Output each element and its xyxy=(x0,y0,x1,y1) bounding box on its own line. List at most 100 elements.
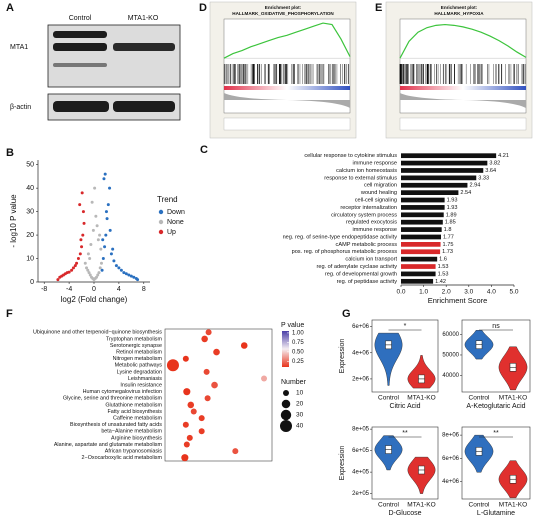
point xyxy=(78,203,82,207)
category-label: Glutathione metabolism xyxy=(105,402,162,408)
violin xyxy=(407,355,436,389)
point xyxy=(119,268,123,272)
point xyxy=(86,252,90,256)
category-label: calcium ion homeostasis xyxy=(336,168,397,174)
bar xyxy=(401,249,441,255)
point xyxy=(93,186,97,190)
point xyxy=(117,266,121,270)
size-legend-marker xyxy=(281,399,291,409)
y-tick-label: 4e+06 xyxy=(442,479,460,485)
es-curve xyxy=(399,23,527,59)
point xyxy=(95,224,99,228)
value-label: 1.8 xyxy=(444,227,452,233)
point xyxy=(87,271,91,275)
category-label: cell-cell signaling xyxy=(355,198,397,204)
point xyxy=(132,275,136,279)
bar xyxy=(401,278,434,284)
signif-label: * xyxy=(404,323,407,330)
category-label: Human cytomegalovirus infection xyxy=(83,389,162,395)
bar xyxy=(401,168,484,173)
category-label: cell migration xyxy=(364,183,397,189)
legend-marker xyxy=(158,219,164,225)
x-tick-label: 2.0 xyxy=(442,289,451,296)
x-tick-label: 4 xyxy=(117,286,121,293)
point xyxy=(112,259,116,263)
dot xyxy=(201,335,208,343)
point xyxy=(90,200,94,204)
y-tick-label: 60000 xyxy=(442,332,459,338)
point xyxy=(105,217,109,221)
point xyxy=(86,268,90,272)
dot xyxy=(240,342,248,349)
value-label: 1.85 xyxy=(445,220,456,226)
x-tick-label: Control xyxy=(469,395,491,402)
point xyxy=(106,203,110,207)
point xyxy=(124,272,128,276)
value-label: 1.89 xyxy=(446,212,457,218)
bar xyxy=(401,241,441,247)
y-axis-label: - log10 P value xyxy=(9,194,18,248)
band xyxy=(53,43,107,51)
legend-label: None xyxy=(167,219,184,226)
y-axis-label: Expression xyxy=(339,339,346,374)
panel-label: B xyxy=(6,147,14,159)
bar xyxy=(401,212,444,218)
category-label: Nitrogen metabolism xyxy=(113,356,163,362)
point xyxy=(98,266,102,270)
colorbar xyxy=(282,331,289,367)
colorbar-label: 0.75 xyxy=(292,340,304,346)
panel-label: A xyxy=(6,2,14,14)
point xyxy=(127,273,131,277)
category-label: Serotonergic synapse xyxy=(110,343,162,349)
category-label: Tryptophan metabolism xyxy=(106,336,163,342)
value-label: 1.42 xyxy=(435,279,446,285)
category-label: response to external stimulus xyxy=(324,175,397,181)
value-label: 2.54 xyxy=(460,190,471,196)
category-label: Glycine, serine and threonine metabolism xyxy=(63,396,163,402)
point xyxy=(94,214,98,218)
category-label: reg. of peptidase activity xyxy=(337,279,398,285)
x-tick-label: MTA1-KO xyxy=(499,502,527,509)
point xyxy=(94,275,98,279)
gsea-subtitle: HALLMARK_OXIDATIVE_PHOSPHORYLATION xyxy=(232,11,334,16)
western-blot: Control MTA1-KO MTA1 β-actin xyxy=(10,15,181,121)
y-tick-label: 6e+05 xyxy=(352,448,370,454)
dot xyxy=(204,395,211,402)
bar xyxy=(401,153,497,159)
x-tick-label: 5.0 xyxy=(509,289,518,296)
x-tick-label: Control xyxy=(469,502,491,509)
x-tick-label: 1.0 xyxy=(419,289,428,296)
y-tick-label: 10 xyxy=(26,255,34,262)
bar xyxy=(401,175,477,181)
value-label: 1.53 xyxy=(438,271,449,277)
y-axis-label: Expression xyxy=(339,446,346,481)
rank-bar xyxy=(224,86,350,90)
plot-area xyxy=(164,328,273,462)
category-label: beta−Alanine metabolism xyxy=(101,429,162,435)
y-tick-label: 6e+06 xyxy=(442,456,460,462)
y-tick-label: 8e+05 xyxy=(352,427,370,433)
point xyxy=(79,238,83,242)
size-legend-label: 40 xyxy=(296,423,304,430)
gsea-title: Enrichment plot: xyxy=(441,5,478,10)
lane-label: MTA1-KO xyxy=(128,15,159,22)
dot xyxy=(211,381,218,389)
point xyxy=(76,257,80,261)
chart-title: D-Glucose xyxy=(388,510,421,517)
category-label: receptor internalization xyxy=(340,205,397,211)
gsea-legend xyxy=(223,117,351,131)
point xyxy=(56,278,60,282)
value-label: 3.33 xyxy=(478,175,489,181)
size-legend-marker xyxy=(282,389,290,397)
y-tick-label: 20 xyxy=(26,232,34,239)
chart-title: L-Glutamine xyxy=(477,510,515,517)
point xyxy=(80,245,84,249)
violin xyxy=(407,456,436,494)
category-label: Insulin resistance xyxy=(120,383,162,389)
point xyxy=(89,242,93,246)
point xyxy=(122,271,126,275)
category-label: pos. reg. of phosphorus metabolic proces… xyxy=(292,249,398,255)
category-label: immune response xyxy=(353,161,397,167)
dot xyxy=(183,388,191,396)
es-curve xyxy=(223,22,351,59)
